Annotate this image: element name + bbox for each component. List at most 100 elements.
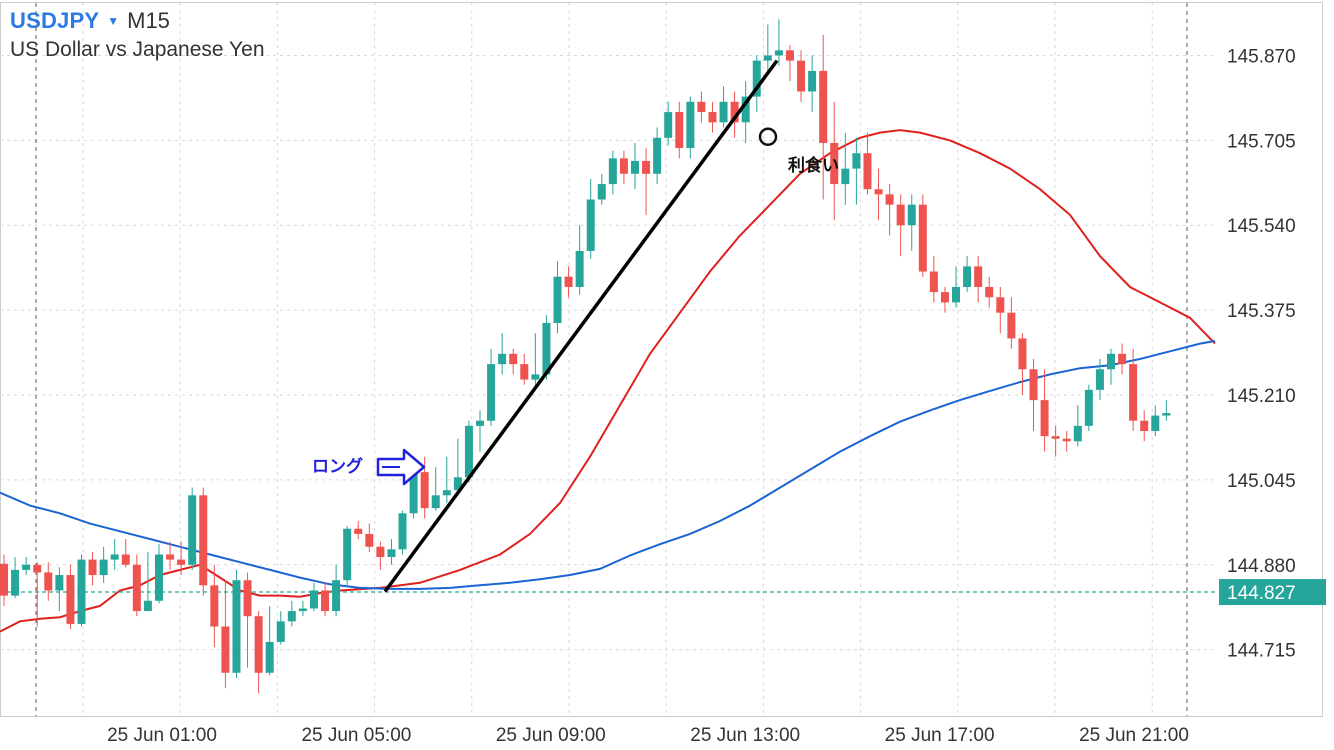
candle: [232, 569, 241, 678]
candle: [1129, 348, 1138, 432]
candle: [918, 194, 927, 277]
candle-body: [387, 549, 396, 558]
candle: [697, 91, 706, 123]
candle-body: [254, 616, 263, 673]
candle: [387, 539, 396, 565]
x-tick-label: 25 Jun 05:00: [301, 725, 411, 746]
candle: [321, 582, 330, 617]
candle-body: [132, 564, 141, 612]
candle: [0, 554, 8, 606]
candle-body: [232, 580, 241, 673]
candle-body: [66, 575, 75, 624]
candle-body: [420, 472, 429, 509]
candle-body: [852, 153, 861, 169]
candle: [1051, 425, 1060, 457]
chart-frame: [0, 2, 1323, 717]
candle-body: [841, 168, 850, 185]
candle-body: [1140, 420, 1149, 432]
candle-body: [808, 70, 817, 92]
candle: [642, 148, 651, 215]
y-tick-label: 145.375: [1227, 301, 1296, 322]
candle: [553, 261, 562, 334]
candle-body: [586, 199, 595, 251]
candle: [896, 194, 905, 257]
timeframe-label[interactable]: M15: [127, 8, 170, 33]
candle: [166, 541, 175, 570]
candle: [675, 101, 684, 159]
candle-body: [265, 641, 274, 673]
candle-body: [409, 472, 418, 514]
candle-body: [1018, 338, 1027, 370]
candle: [453, 438, 462, 493]
candle: [763, 24, 772, 71]
candle: [77, 554, 86, 627]
x-tick-label: 25 Jun 21:00: [1079, 725, 1189, 746]
current-price-value: 144.827: [1227, 583, 1296, 604]
current-price-tag: [1219, 579, 1326, 606]
candle-body: [332, 580, 341, 612]
candle: [354, 521, 363, 540]
candle: [1062, 431, 1071, 452]
candle-body: [11, 569, 20, 596]
candle-body: [531, 374, 540, 380]
candle-body: [321, 590, 330, 612]
candle: [254, 611, 263, 694]
candle: [498, 333, 507, 375]
candle: [819, 34, 828, 200]
candle-body: [487, 364, 496, 421]
candle-body: [963, 266, 972, 287]
candle-body: [287, 611, 296, 622]
candle-body: [243, 580, 252, 617]
candle-body: [642, 160, 651, 174]
candle: [121, 539, 130, 568]
candle: [940, 286, 949, 313]
candle: [741, 81, 750, 143]
candle-body: [697, 101, 706, 113]
candle-body: [653, 137, 662, 174]
long-label: ロング: [312, 456, 363, 477]
candle-body: [376, 546, 385, 558]
candle-body: [1040, 400, 1049, 437]
y-tick-label: 145.210: [1227, 386, 1296, 407]
candle: [509, 348, 518, 375]
candle: [808, 55, 817, 113]
y-tick-label: 145.045: [1227, 471, 1296, 492]
candle-body: [907, 204, 916, 226]
candle-body: [77, 559, 86, 624]
candle-body: [608, 158, 617, 185]
candle: [1007, 297, 1016, 349]
candle: [343, 526, 352, 586]
candle: [22, 557, 31, 576]
x-tick-label: 25 Jun 09:00: [496, 725, 606, 746]
candle-body: [686, 101, 695, 149]
candle: [785, 45, 794, 82]
candle-body: [398, 513, 407, 550]
candle: [996, 286, 1005, 334]
candle-body: [166, 554, 175, 560]
candle: [88, 551, 97, 586]
candle-body: [1129, 364, 1138, 421]
candle: [199, 487, 208, 596]
candle: [287, 600, 296, 627]
candle-body: [885, 194, 894, 205]
y-tick-label: 145.540: [1227, 216, 1296, 237]
symbol-button[interactable]: USDJPY: [10, 8, 100, 33]
candle-body: [774, 50, 783, 56]
candle: [686, 96, 695, 159]
candle-body: [730, 101, 739, 123]
candle: [309, 582, 318, 612]
candle: [210, 564, 219, 648]
candle: [586, 178, 595, 259]
candle-body: [88, 559, 97, 576]
candle-body: [974, 266, 983, 287]
take-profit-marker: [758, 127, 778, 147]
candle-body: [741, 96, 750, 123]
candle-body: [143, 600, 152, 612]
caret-down-icon[interactable]: ▼: [107, 14, 120, 28]
candle-body: [1029, 369, 1038, 401]
candle-body: [985, 286, 994, 298]
candle-body: [797, 60, 806, 92]
y-tick-label: 144.880: [1227, 556, 1296, 577]
